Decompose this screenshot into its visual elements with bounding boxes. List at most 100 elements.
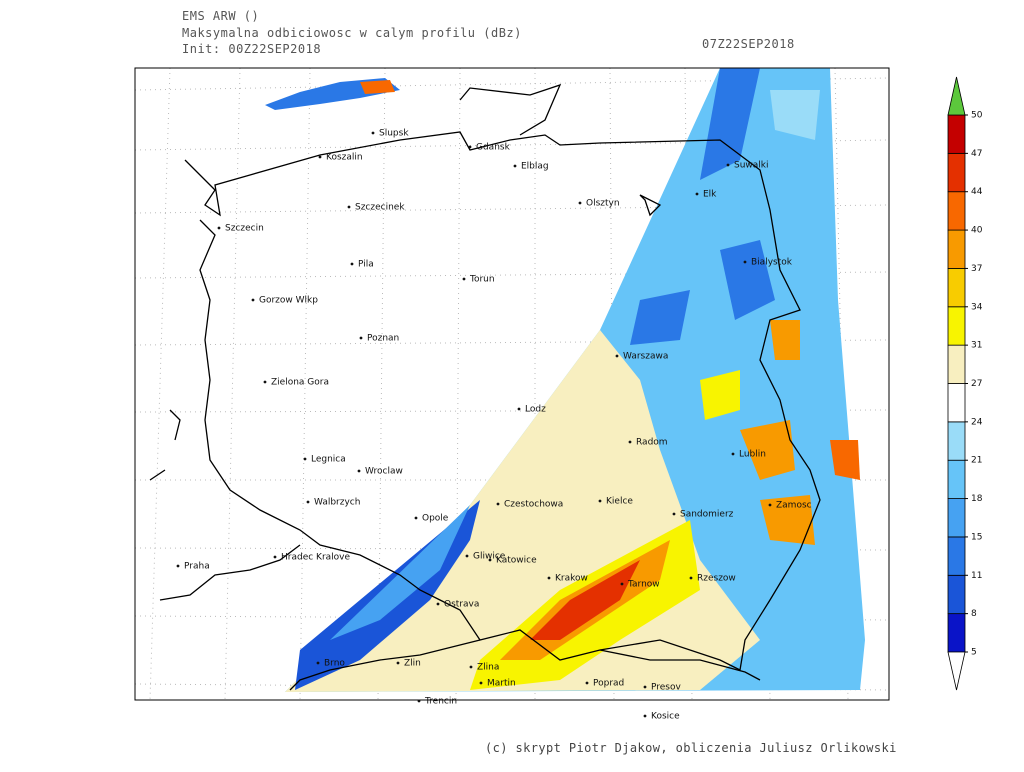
city-dot (462, 277, 466, 281)
city-label: Szczecin (225, 224, 264, 234)
city-label: Radom (636, 438, 668, 448)
colorbar-label: 8 (971, 609, 977, 619)
city-label: Hradec Kralove (281, 553, 350, 563)
city-label: Koszalin (326, 153, 363, 163)
city-dot (251, 298, 255, 302)
city-label: Martin (487, 679, 516, 689)
city-dot (417, 699, 421, 703)
city-dot (414, 516, 418, 520)
city-label: Presov (651, 683, 682, 693)
city-dot (350, 262, 354, 266)
city-label: Szczecinek (355, 203, 405, 213)
city-dot (743, 260, 747, 264)
city-label: Krakow (555, 574, 588, 584)
colorbar-over (947, 76, 966, 116)
city-dot (628, 440, 632, 444)
field-title: Maksymalna odbiciowosc w calym profilu (… (182, 26, 522, 40)
city-label: Elblag (521, 162, 549, 172)
colorbar-label: 40 (971, 226, 983, 236)
city-label: Zamosc (776, 501, 812, 511)
city-label: Tarnow (627, 580, 660, 590)
city-label: Ostrava (444, 600, 479, 610)
city-label: Praha (184, 562, 210, 572)
city-dot (488, 558, 492, 562)
city-dot (263, 380, 267, 384)
colorbar-segment (947, 152, 966, 193)
city-dot (695, 192, 699, 196)
city-dot (615, 354, 619, 358)
city-dot (768, 503, 772, 507)
map-area (135, 68, 889, 700)
city-dot (468, 145, 472, 149)
colorbar-segment (947, 229, 966, 269)
colorbar-segment (947, 383, 966, 423)
city-label: Slupsk (379, 129, 409, 139)
city-label: Lublin (739, 450, 766, 460)
city-label: Walbrzych (314, 498, 360, 508)
colorbar-segment (947, 306, 966, 346)
city-dot (303, 457, 307, 461)
city-dot (357, 469, 361, 473)
city-label: Pila (358, 260, 374, 270)
colorbar-label: 37 (971, 264, 982, 274)
city-dot (436, 602, 440, 606)
colorbar-segment (947, 191, 966, 231)
colorbar-label: 5 (971, 648, 977, 658)
city-label: Wroclaw (365, 467, 403, 477)
city-label: Zielona Gora (271, 378, 329, 388)
colorbar: 5 8 11 15 18 21 24 27 31 34 37 40 44 47 50 (947, 76, 983, 691)
city-dot (643, 714, 647, 718)
city-label: Opole (422, 514, 449, 524)
city-label: Suwalki (734, 161, 769, 171)
city-dot (306, 500, 310, 504)
valid-time: 07Z22SEP2018 (702, 37, 795, 51)
colorbar-label: 21 (971, 456, 982, 466)
city-dot (496, 502, 500, 506)
colorbar-label: 34 (971, 302, 983, 312)
colorbar-segment (947, 421, 966, 461)
colorbar-segment (947, 344, 966, 384)
city-dot (578, 201, 582, 205)
colorbar-label: 44 (971, 187, 983, 197)
colorbar-segment (947, 498, 966, 538)
colorbar-segment (947, 114, 966, 154)
credit: (c) skrypt Piotr Djakow, obliczenia Juli… (485, 741, 897, 755)
city-dot (517, 407, 521, 411)
model-title: EMS ARW () (182, 9, 259, 23)
colorbar-under (947, 651, 966, 691)
city-dot (316, 661, 320, 665)
map-frame (134, 67, 890, 701)
city-label: Lodz (525, 405, 546, 415)
city-dot (585, 681, 589, 685)
city-dot (643, 685, 647, 689)
colorbar-segment (947, 536, 966, 576)
colorbar-label: 50 (971, 111, 983, 121)
city-dot (726, 163, 730, 167)
colorbar-label: 15 (971, 532, 982, 542)
city-dot (469, 665, 473, 669)
city-label: Legnica (311, 455, 346, 465)
city-label: Sandomierz (680, 510, 734, 520)
city-dot (513, 164, 517, 168)
colorbar-label: 47 (971, 149, 982, 159)
city-label: Torun (469, 275, 495, 285)
colorbar-segment (947, 459, 966, 499)
city-dot (672, 512, 676, 516)
city-label: Zlin (404, 659, 421, 669)
city-label: Kielce (606, 497, 633, 507)
city-label: Brno (324, 659, 345, 669)
city-dot (273, 555, 277, 559)
graticule (135, 68, 889, 700)
colorbar-label: 24 (971, 417, 983, 427)
city-dot (371, 131, 375, 135)
city-dot (359, 336, 363, 340)
city-dot (217, 226, 221, 230)
city-label: Zlina (477, 663, 499, 673)
city-dot (731, 452, 735, 456)
city-dot (318, 155, 322, 159)
city-label: Trencin (424, 697, 457, 707)
reflectivity-field (265, 68, 865, 692)
city-label: Gorzow Wlkp (259, 296, 318, 306)
colorbar-segment (947, 574, 966, 615)
